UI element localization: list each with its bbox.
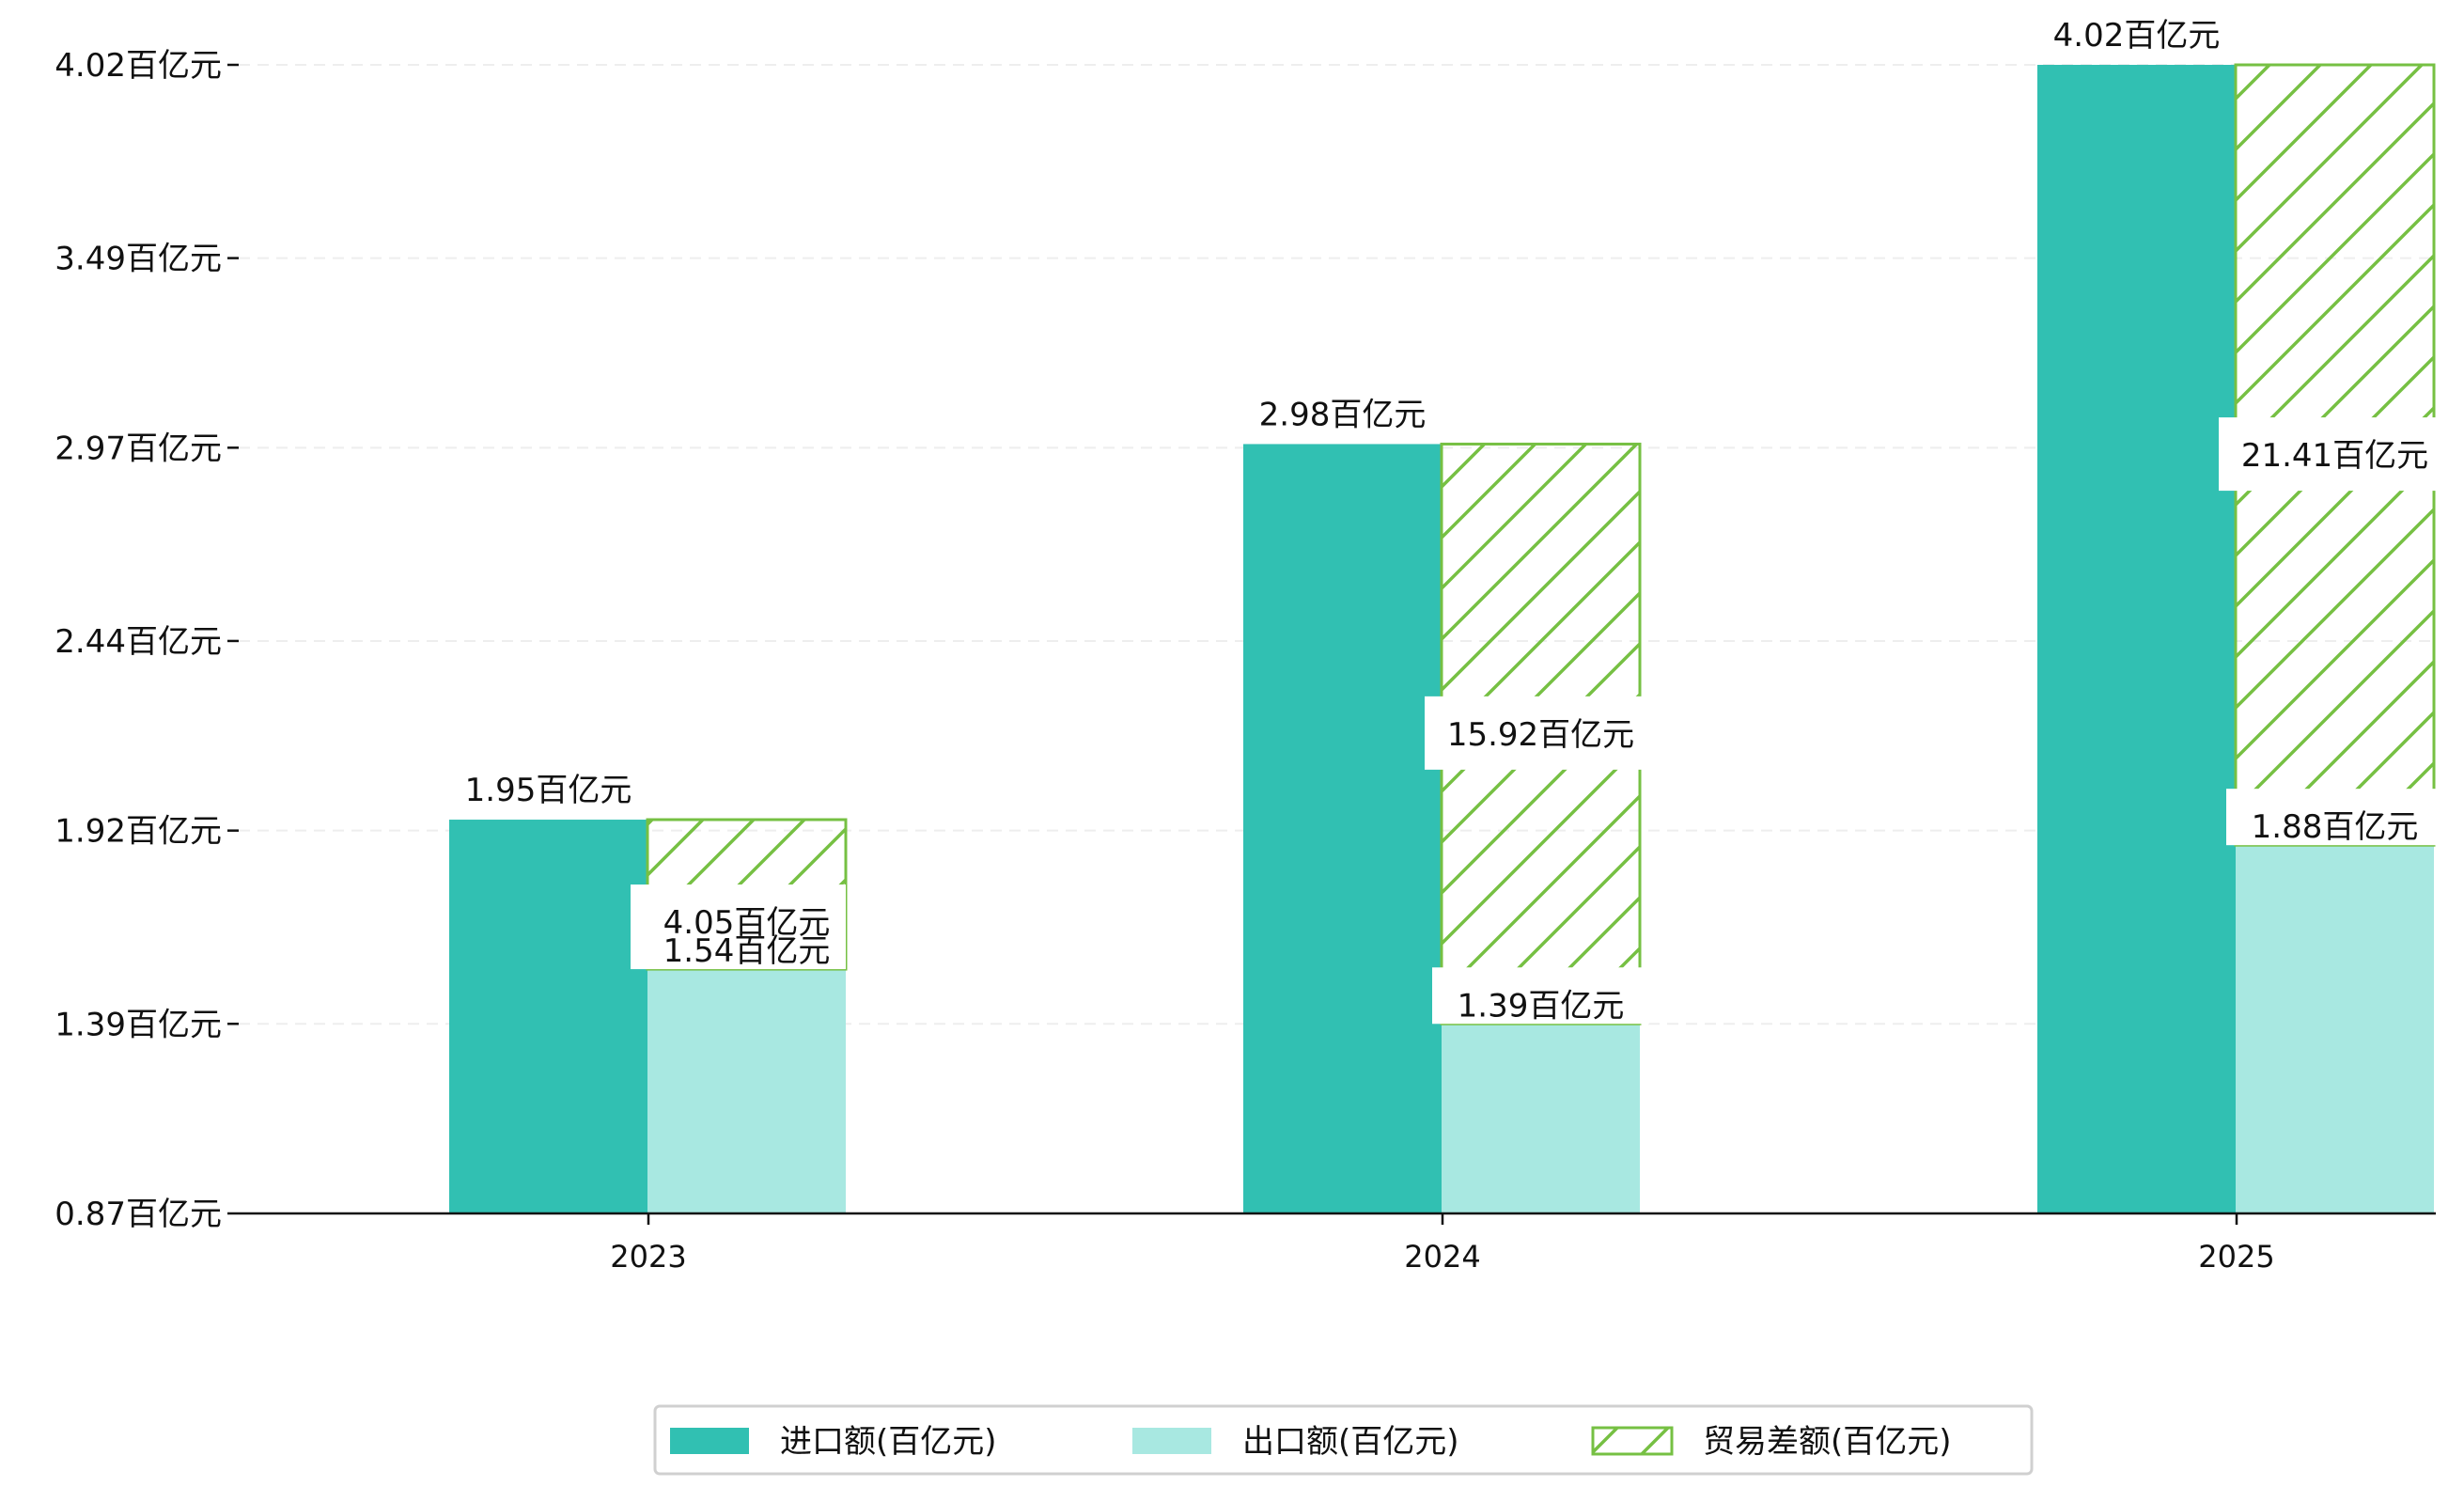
x-tick-label: 2023 xyxy=(610,1239,686,1275)
y-tick-label: 1.39百亿元 xyxy=(55,1006,222,1043)
export-value-label: 1.54百亿元 xyxy=(663,932,831,970)
legend-swatch-trade-balance xyxy=(1591,1426,1674,1456)
export-value-label: 1.39百亿元 xyxy=(1458,987,1625,1025)
import-value-label: 1.95百亿元 xyxy=(465,772,632,809)
export-bar xyxy=(1442,1024,1640,1213)
trade-balance-value-label: 4.05百亿元 xyxy=(663,904,831,942)
export-value-label: 1.88百亿元 xyxy=(2252,808,2419,846)
import-bar xyxy=(1243,444,1442,1213)
import-bar xyxy=(449,820,647,1213)
y-tick-label: 3.49百亿元 xyxy=(55,241,222,278)
import-value-label: 4.02百亿元 xyxy=(2053,17,2221,55)
trade-balance-value-label: 21.41百亿元 xyxy=(2241,437,2428,475)
legend-box xyxy=(653,1404,2034,1476)
label-background xyxy=(1432,967,1649,1025)
export-bar xyxy=(2236,845,2434,1213)
label-background xyxy=(2219,417,2451,492)
y-tick-label: 2.97百亿元 xyxy=(55,430,222,467)
y-tick-label: 1.92百亿元 xyxy=(55,813,222,851)
y-tick-label: 0.87百亿元 xyxy=(55,1196,222,1233)
legend-label: 出口额(百亿元) xyxy=(1242,1423,1459,1461)
label-background xyxy=(631,884,846,970)
y-tick-label: 2.44百亿元 xyxy=(55,623,222,661)
label-background xyxy=(1425,696,1657,770)
x-tick-label: 2025 xyxy=(2198,1239,2274,1275)
legend: 进口额(百亿元) 出口额(百亿元) 贸易差额(百亿元) xyxy=(653,1404,2034,1476)
legend-label: 进口额(百亿元) xyxy=(780,1423,997,1461)
export-bar xyxy=(647,969,846,1213)
import-bar xyxy=(2037,65,2236,1213)
legend-swatch-import xyxy=(670,1428,749,1454)
y-tick-label: 4.02百亿元 xyxy=(55,47,222,85)
trade-balance-value-label: 15.92百亿元 xyxy=(1447,716,1634,754)
import-value-label: 2.98百亿元 xyxy=(1259,396,1427,433)
legend-label: 贸易差额(百亿元) xyxy=(1703,1423,1952,1461)
legend-swatch-export xyxy=(1132,1428,1211,1454)
x-tick-label: 2024 xyxy=(1404,1239,1480,1275)
label-background xyxy=(2226,789,2443,846)
